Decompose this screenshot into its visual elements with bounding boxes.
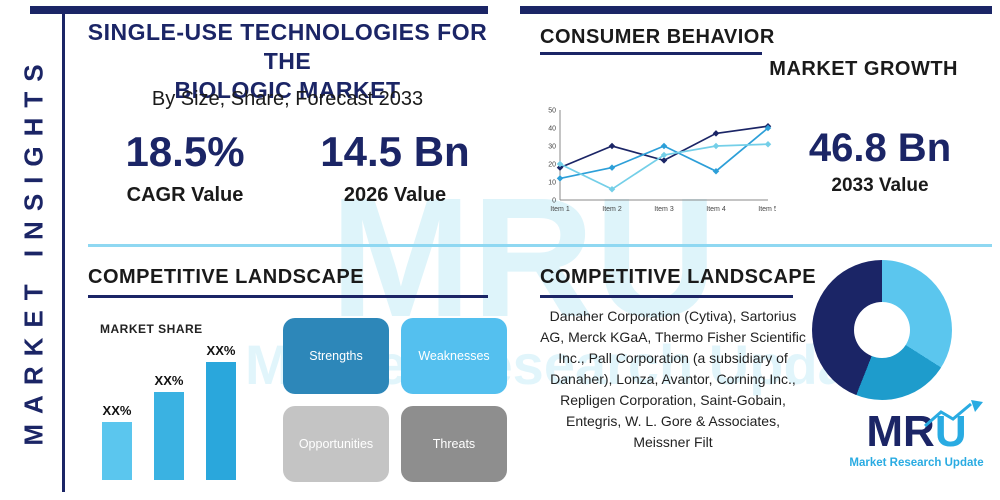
competitive-landscape-right-heading: COMPETITIVE LANDSCAPE (540, 266, 817, 288)
market-share-title: MARKET SHARE (100, 322, 203, 336)
swot-tile-opportunities: Opportunities (283, 406, 389, 482)
svg-text:Item 2: Item 2 (602, 206, 622, 213)
competitive-landscape-left-underline (88, 295, 488, 298)
bar-value-label: XX% (206, 343, 236, 358)
svg-text:Item 5: Item 5 (758, 206, 776, 213)
competitive-landscape-left-heading: COMPETITIVE LANDSCAPE (88, 266, 365, 288)
svg-text:Item 1: Item 1 (550, 206, 570, 213)
logo-trend-icon (924, 400, 983, 428)
bar (102, 422, 132, 480)
swot-tile-strengths: Strengths (283, 318, 389, 394)
value-2033-value: 46.8 Bn (808, 126, 952, 170)
consumer-behavior-heading: CONSUMER BEHAVIOR (540, 26, 775, 48)
swot-tile-weaknesses: Weaknesses (401, 318, 507, 394)
cagr-value: 18.5% (125, 128, 245, 175)
cagr-label: CAGR Value (126, 184, 244, 206)
bar-group: XX% (206, 343, 236, 480)
top-accent-bar-left (30, 6, 488, 14)
logo-text: MRU (838, 400, 995, 456)
cagr-stat: 18.5% CAGR Value (100, 128, 270, 207)
donut-hole (854, 302, 910, 358)
logo: MRU Market Research Update (838, 400, 995, 469)
vertical-title: MARKET INSIGHTS (18, 54, 49, 446)
market-share-donut-chart (812, 260, 952, 400)
main-title: SINGLE-USE TECHNOLOGIES FOR THE BIOLOGIC… (85, 18, 490, 104)
market-growth-heading: MARKET GROWTH (769, 58, 958, 80)
top-accent-bar-right (520, 6, 992, 14)
svg-text:0: 0 (552, 198, 556, 205)
main-title-line2: BIOLOGIC MARKET (174, 76, 401, 103)
svg-text:30: 30 (548, 144, 556, 151)
subtitle: By Size, Share, Forecast 2033 (151, 88, 424, 110)
competitive-landscape-right-underline (540, 295, 793, 298)
market-share-bar-chart: XX% XX% XX% (102, 340, 278, 480)
vertical-divider (62, 8, 65, 492)
bar-value-label: XX% (154, 373, 184, 388)
logo-tagline: Market Research Update (849, 457, 984, 469)
value-2026-value: 14.5 Bn (320, 128, 470, 175)
market-growth-line-chart: 0 10 20 30 40 50 Item 1 Item 2 Item 3 Item 4 Item … (548, 108, 776, 214)
svg-text:20: 20 (548, 162, 556, 169)
logo-letter-m: M (866, 407, 904, 456)
main-title-line1: SINGLE-USE TECHNOLOGIES FOR THE (87, 19, 488, 74)
companies-list: Danaher Corporation (Cytiva), Sartorius … (540, 308, 806, 450)
swot-tile-threats: Threats (401, 406, 507, 482)
value-2033-stat: 46.8 Bn 2033 Value (780, 126, 980, 197)
svg-text:40: 40 (548, 126, 556, 133)
svg-text:Item 3: Item 3 (654, 206, 674, 213)
consumer-behavior-underline (540, 52, 762, 55)
svg-text:10: 10 (548, 180, 556, 187)
svg-text:Item 4: Item 4 (706, 206, 726, 213)
value-2026-label: 2026 Value (343, 184, 447, 206)
value-2026-stat: 14.5 Bn 2026 Value (300, 128, 490, 207)
logo-letter-r: R (903, 407, 935, 456)
bar-group: XX% (102, 403, 132, 480)
bar (206, 362, 236, 480)
bar-group: XX% (154, 373, 184, 480)
value-2033-label: 2033 Value (831, 175, 929, 196)
svg-text:50: 50 (548, 108, 556, 115)
bar-value-label: XX% (102, 403, 132, 418)
swot-grid: Strengths Weaknesses Opportunities Threats (283, 318, 507, 482)
bar (154, 392, 184, 480)
section-divider (88, 244, 992, 247)
